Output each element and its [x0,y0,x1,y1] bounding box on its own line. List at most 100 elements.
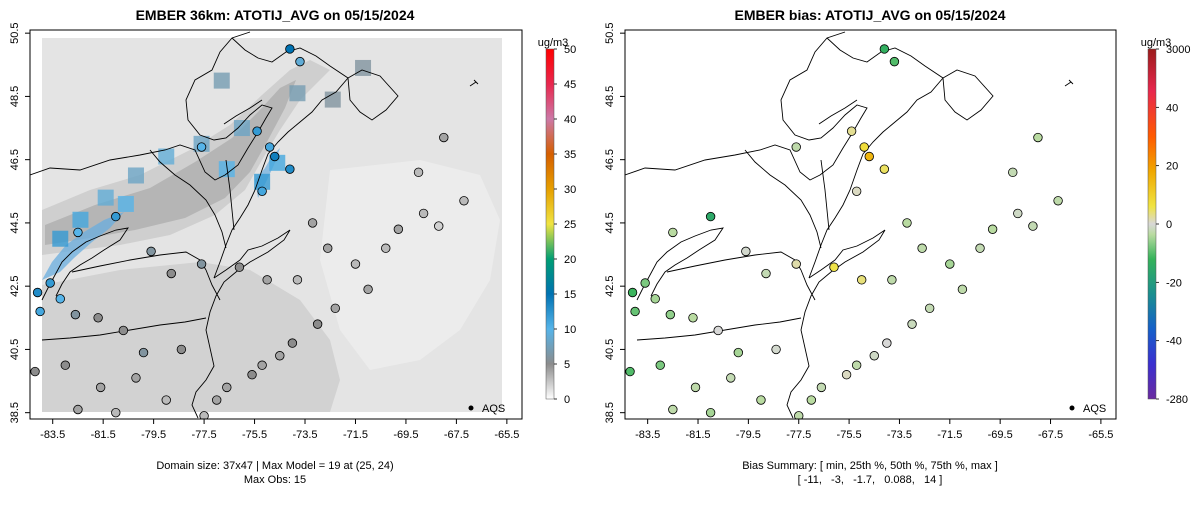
left-site-marker [381,243,391,253]
right-x-tick-label: -73.5 [887,429,912,441]
right-site-marker [1033,132,1043,143]
left-site-marker [285,164,295,174]
right-boundaries [625,31,1074,419]
left-site-marker [418,208,429,219]
right-colorbar-labels: 3000 40 20 0 -20 -40 -280 [1156,44,1190,406]
left-site-marker [264,142,275,152]
right-site-marker [882,338,892,348]
right-site-marker [791,259,801,269]
left-y-tick-label: 46.5 [9,149,21,170]
right-colorbar-label: -40 [1166,336,1182,348]
left-colorbar-label: 20 [564,254,576,266]
right-y-tick-label: 46.5 [604,149,616,170]
left-site-marker [196,259,207,269]
right-site-marker [761,268,771,279]
right-site-marker [650,294,660,304]
right-site-marker [690,382,701,393]
left-model-cell [52,230,69,247]
left-site-marker [247,370,257,380]
left-legend: AQS [468,403,505,415]
left-colorbar-label: 45 [564,79,576,91]
left-site-marker [166,268,176,279]
right-colorbar-label: 0 [1166,219,1172,231]
left-site-marker [275,351,285,361]
right-site-marker [668,227,678,238]
left-x-tick-label: -73.5 [292,429,317,441]
right-site-marker [794,411,804,419]
left-map-layer [30,31,502,419]
left-site-marker [176,344,187,355]
left-sites [30,44,469,419]
right-site-marker [924,303,935,314]
right-site-marker [846,126,857,136]
left-site-marker [95,382,106,393]
left-colorbar-label: 15 [564,289,576,301]
right-x-tick-label: -75.5 [837,429,862,441]
left-site-marker [413,167,424,178]
right-site-marker [816,382,827,393]
right-legend-label: AQS [1083,403,1106,415]
right-footer-line-1: Bias Summary: [ min, 25th %, 50th %, 75t… [742,460,998,472]
right-map-layer [625,31,1074,419]
right-y-tick-label: 50.5 [604,22,616,43]
left-site-marker [118,325,129,336]
right-footer-line-2: [ -11, -3, -1.7, 0.088, 14 ] [798,474,943,486]
right-x-tick-label: -77.5 [786,429,811,441]
left-site-marker [111,407,121,418]
left-site-marker [312,319,323,329]
left-site-marker [257,360,267,370]
right-x-ticks: -83.5 -81.5 -79.5 -77.5 -75.5 -73.5 -71.5 -69.5… [635,419,1113,441]
left-site-marker [393,224,404,234]
left-y-tick-label: 44.5 [9,212,21,233]
left-model-blue-plume [42,212,124,280]
right-site-marker [726,373,736,383]
left-site-marker [295,56,305,67]
left-site-marker [73,404,83,415]
right-site-marker [791,142,801,152]
left-site-marker [138,347,149,358]
right-x-tick-label: -69.5 [988,429,1013,441]
right-x-tick-label: -79.5 [736,429,761,441]
left-site-marker [270,151,280,162]
left-site-marker [60,360,71,370]
left-site-marker [252,126,262,136]
left-site-marker [363,284,373,295]
left-site-marker [30,366,40,377]
right-legend: AQS [1069,403,1106,415]
left-site-marker [234,262,245,272]
right-colorbar-label: 3000 [1166,44,1190,56]
left-site-marker [307,218,318,228]
right-x-tick-label: -67.5 [1038,429,1063,441]
left-site-marker [45,278,55,288]
right-site-marker [1028,221,1038,231]
right-site-marker [688,313,698,323]
left-x-ticks: -83.5 -81.5 -79.5 -77.5 -75.5 -73.5 -71.5 -69.5… [40,419,519,441]
right-colorbar-label: -20 [1166,277,1182,289]
left-site-marker [32,287,43,298]
left-colorbar-label: 25 [564,219,576,231]
left-site-marker [146,246,156,257]
right-site-marker [771,344,781,355]
left-site-marker [73,227,83,238]
left-y-tick-label: 48.5 [9,86,21,107]
right-site-marker [987,224,998,234]
right-site-marker [756,395,766,405]
left-plot-frame [29,29,523,420]
right-y-tick-label: 42.5 [604,275,616,296]
right-colorbar: ug/m3 3000 40 20 0 -20 -40 -280 [1141,37,1191,406]
left-y-tick-label: 50.5 [9,22,21,43]
left-x-tick-label: -75.5 [242,429,267,441]
left-legend-marker [468,405,474,411]
right-site-marker [705,407,716,418]
left-model-cell [117,195,134,212]
left-x-tick-label: -69.5 [393,429,418,441]
left-site-marker [262,275,272,285]
right-site-marker [630,306,640,317]
right-colorbar-unit: ug/m3 [1141,37,1172,49]
left-boundaries [30,31,479,419]
left-x-tick-label: -65.5 [494,429,519,441]
left-site-marker [292,275,303,285]
left-model-cell [127,167,144,184]
left-colorbar-label: 50 [564,44,576,56]
